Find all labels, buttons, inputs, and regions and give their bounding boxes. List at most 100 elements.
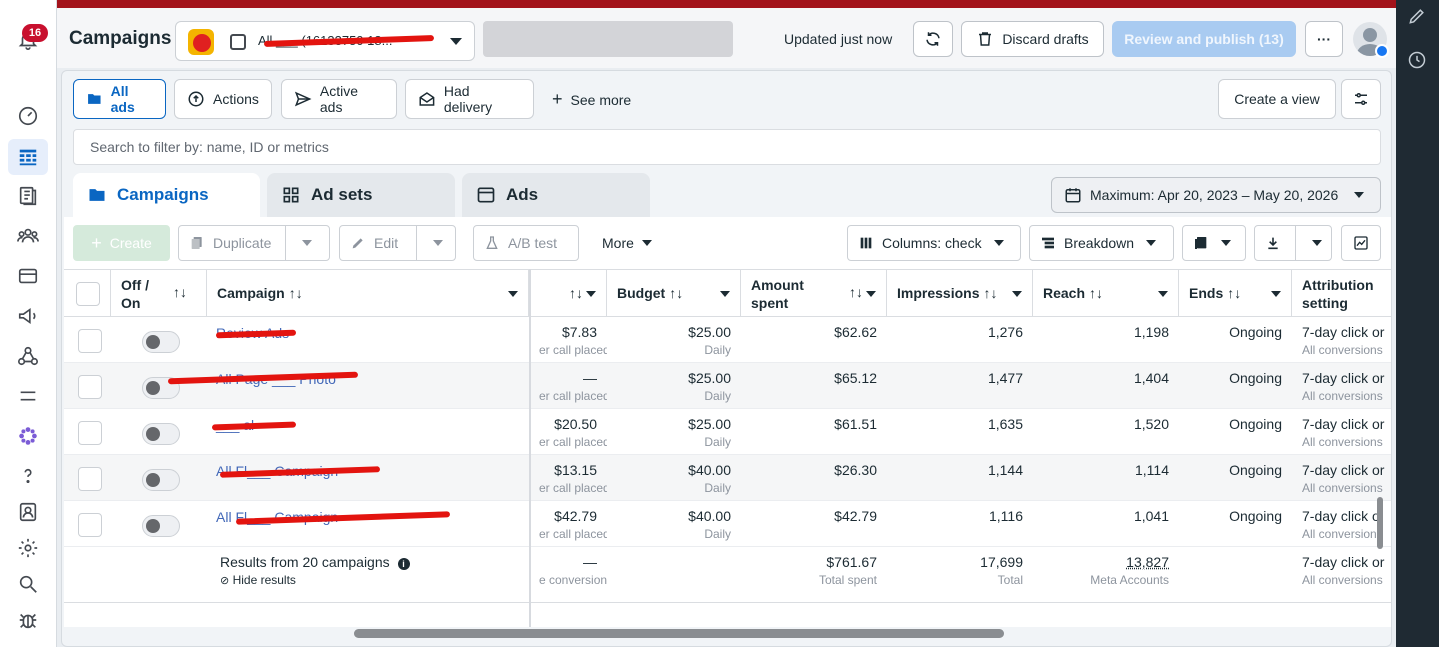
help-icon[interactable] (8, 458, 48, 494)
date-range-picker[interactable]: Maximum: Apr 20, 2023 – May 20, 2026 (1051, 177, 1381, 213)
horizontal-scrollbar[interactable] (354, 629, 1004, 638)
pencil-icon[interactable] (1407, 6, 1427, 26)
hide-results-link[interactable]: ⊘ Hide results (220, 573, 519, 587)
sort-icon[interactable]: ↑↓ (1089, 285, 1104, 301)
row-checkbox[interactable] (78, 467, 102, 491)
campaign-toggle[interactable] (142, 423, 180, 445)
budget-cell[interactable]: $25.00 Daily (607, 363, 741, 409)
search-filter-input[interactable]: Search to filter by: name, ID or metrics (73, 129, 1381, 165)
sort-icon[interactable]: ↑↓ (569, 285, 583, 301)
sort-icon[interactable]: ↑↓ (849, 284, 863, 300)
chevron-down-icon[interactable] (720, 291, 730, 297)
create-view-button[interactable]: Create a view (1218, 79, 1336, 119)
catalog-icon[interactable] (8, 178, 48, 214)
sort-icon[interactable]: ↑↓ (669, 285, 684, 301)
billing-card-icon[interactable] (8, 258, 48, 294)
contacts-icon[interactable] (8, 494, 48, 530)
column-results-cost[interactable]: ↑↓ (529, 269, 607, 317)
refresh-button[interactable] (913, 21, 953, 57)
campaign-toggle[interactable] (142, 331, 180, 353)
chevron-down-icon[interactable] (586, 291, 596, 297)
budget-value: $40.00 (688, 462, 731, 478)
review-and-publish-button[interactable]: Review and publish (13) (1112, 21, 1296, 57)
export-button[interactable] (1254, 225, 1332, 261)
sort-icon[interactable]: ↑↓ (173, 284, 187, 300)
column-attribution-setting[interactable]: Attribution setting (1292, 269, 1391, 317)
column-ends[interactable]: Ends ↑↓ (1179, 269, 1292, 317)
budget-cell[interactable]: $25.00 Daily (607, 409, 741, 455)
more-options-button[interactable]: ··· (1305, 21, 1343, 57)
search-icon[interactable] (8, 566, 48, 602)
chevron-down-icon[interactable] (1271, 291, 1281, 297)
view-had-delivery-button[interactable]: Had delivery (405, 79, 534, 119)
column-campaign[interactable]: Campaign ↑↓ (207, 269, 529, 317)
account-selector[interactable]: All ___ (16133750 18... (175, 21, 475, 61)
budget-cell[interactable]: $25.00 Daily (607, 317, 741, 363)
create-button[interactable]: + Create (73, 225, 170, 261)
column-off-on[interactable]: Off / On ↑↓ (111, 269, 207, 317)
view-settings-button[interactable] (1341, 79, 1381, 119)
apps-flower-icon[interactable] (8, 418, 48, 454)
columns-button[interactable]: Columns: check (847, 225, 1021, 261)
row-checkbox[interactable] (78, 329, 102, 353)
user-avatar[interactable] (1353, 22, 1387, 56)
view-charts-button[interactable] (1341, 225, 1381, 261)
sort-icon[interactable]: ↑↓ (1227, 285, 1242, 301)
select-all-checkbox[interactable] (76, 282, 100, 306)
reports-button[interactable] (1182, 225, 1246, 261)
bug-icon[interactable] (8, 602, 48, 638)
ads-megaphone-icon[interactable] (8, 298, 48, 334)
chevron-down-icon[interactable] (1012, 291, 1022, 297)
column-amount-spent[interactable]: Amount spent ↑↓ (741, 269, 887, 317)
view-all-ads-button[interactable]: All ads (73, 79, 166, 119)
campaign-toggle[interactable] (142, 515, 180, 537)
chevron-down-icon[interactable] (1158, 291, 1168, 297)
sort-icon[interactable]: ↑↓ (983, 285, 998, 301)
sort-icon[interactable]: ↑↓ (288, 285, 303, 301)
table-row[interactable]: All Page ___ Photo —er call placed $25.0… (64, 363, 1391, 409)
actions-icon (188, 91, 204, 107)
view-active-ads-button[interactable]: Active ads (281, 79, 397, 119)
summary-reach-value[interactable]: 13,827 (1126, 554, 1169, 570)
info-icon[interactable]: i (397, 558, 410, 570)
chevron-down-icon[interactable] (302, 240, 313, 246)
view-actions-button[interactable]: Actions (174, 79, 272, 119)
duplicate-button[interactable]: Duplicate (178, 225, 330, 261)
settings-gear-icon[interactable] (8, 530, 48, 566)
chevron-down-icon[interactable] (866, 291, 876, 297)
discard-drafts-button[interactable]: Discard drafts (961, 21, 1104, 57)
menu-icon[interactable] (8, 378, 48, 414)
see-more-button[interactable]: + See more (552, 89, 631, 110)
edit-button[interactable]: Edit (339, 225, 456, 261)
budget-cell[interactable]: $40.00 Daily (607, 501, 741, 547)
column-reach[interactable]: Reach ↑↓ (1033, 269, 1179, 317)
network-icon[interactable] (8, 338, 48, 374)
tab-campaigns[interactable]: Campaigns (73, 173, 260, 217)
column-budget[interactable]: Budget ↑↓ (607, 269, 741, 317)
more-button[interactable]: More (591, 225, 669, 261)
more-label: More (602, 235, 634, 251)
dashboard-icon[interactable] (8, 98, 48, 134)
history-clock-icon[interactable] (1407, 50, 1427, 70)
vertical-scrollbar[interactable] (1377, 497, 1383, 549)
breakdown-button[interactable]: Breakdown (1029, 225, 1174, 261)
campaigns-table-icon[interactable] (8, 139, 48, 175)
row-checkbox[interactable] (78, 375, 102, 399)
row-checkbox[interactable] (78, 513, 102, 537)
tab-ads[interactable]: Ads (462, 173, 650, 217)
chevron-down-icon[interactable] (1312, 240, 1322, 246)
chevron-down-icon[interactable] (508, 291, 518, 297)
column-impressions[interactable]: Impressions ↑↓ (887, 269, 1033, 317)
tab-ad-sets[interactable]: Ad sets (267, 173, 455, 217)
row-checkbox[interactable] (78, 421, 102, 445)
budget-value: $40.00 (688, 508, 731, 524)
ab-test-button[interactable]: A/B test (473, 225, 579, 261)
campaign-toggle[interactable] (142, 469, 180, 491)
chevron-down-icon[interactable] (433, 240, 444, 246)
audiences-icon[interactable] (8, 218, 48, 254)
budget-cell[interactable]: $40.00 Daily (607, 455, 741, 501)
